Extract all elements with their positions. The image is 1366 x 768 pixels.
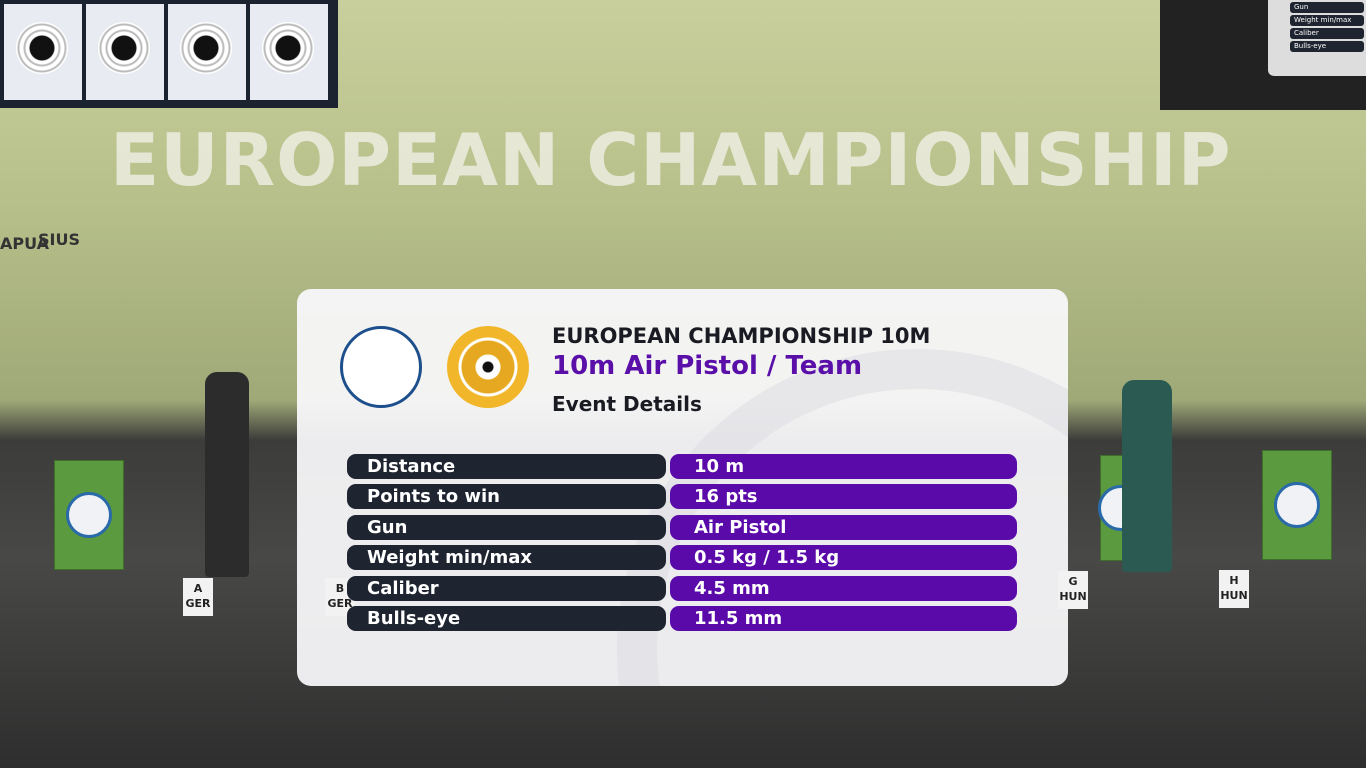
detail-value: 0.5 kg / 1.5 kg bbox=[670, 545, 1017, 571]
detail-label: Gun bbox=[347, 514, 666, 540]
sponsor-label: APUA bbox=[0, 234, 49, 253]
detail-value: 16 pts bbox=[670, 484, 1017, 510]
event-name: 10m Air Pistol / Team bbox=[552, 351, 863, 381]
wall-banner: EUROPEAN CHAMPIONSHIP bbox=[110, 118, 1232, 202]
athlete bbox=[205, 372, 249, 577]
detail-value: 4.5 mm bbox=[670, 575, 1017, 601]
monitor-row: Gun bbox=[1290, 2, 1364, 13]
lane-country: GER bbox=[185, 597, 211, 610]
shooting-stand bbox=[1262, 450, 1332, 560]
lane-letter: B bbox=[335, 582, 345, 595]
lane-card: A GER bbox=[183, 578, 213, 616]
federation-logo bbox=[447, 326, 529, 408]
target bbox=[250, 4, 328, 100]
lane-country: HUN bbox=[1220, 589, 1248, 602]
overlay-title: EUROPEAN CHAMPIONSHIP 10M bbox=[552, 324, 931, 348]
detail-value: 11.5 mm bbox=[670, 606, 1017, 631]
target-screen bbox=[0, 0, 338, 108]
overlay-subtitle: Event Details bbox=[552, 392, 702, 416]
monitor-row: Weight min/max bbox=[1290, 15, 1364, 26]
lane-card: H HUN bbox=[1219, 570, 1249, 608]
detail-label: Bulls-eye bbox=[347, 606, 666, 631]
lane-letter: G bbox=[1068, 575, 1078, 588]
detail-label: Caliber bbox=[347, 575, 666, 601]
monitor-row: Caliber bbox=[1290, 28, 1364, 39]
detail-label: Points to win bbox=[347, 484, 666, 510]
lane-country: GER bbox=[327, 597, 353, 610]
target bbox=[86, 4, 164, 100]
monitor-row: Bulls-eye bbox=[1290, 41, 1364, 52]
target bbox=[4, 4, 82, 100]
championship-logo bbox=[340, 326, 422, 408]
detail-value: 10 m bbox=[670, 454, 1017, 479]
lane-country: HUN bbox=[1059, 590, 1087, 603]
shooting-stand bbox=[54, 460, 124, 570]
target bbox=[168, 4, 246, 100]
athlete bbox=[1122, 380, 1172, 572]
detail-label: Weight min/max bbox=[347, 545, 666, 571]
lane-letter: A bbox=[193, 582, 203, 595]
detail-label: Distance bbox=[347, 454, 666, 479]
sponsor-label: SIUS bbox=[38, 230, 80, 249]
lane-letter: H bbox=[1229, 574, 1239, 587]
detail-value: Air Pistol bbox=[670, 514, 1017, 540]
lane-card: G HUN bbox=[1058, 571, 1088, 609]
